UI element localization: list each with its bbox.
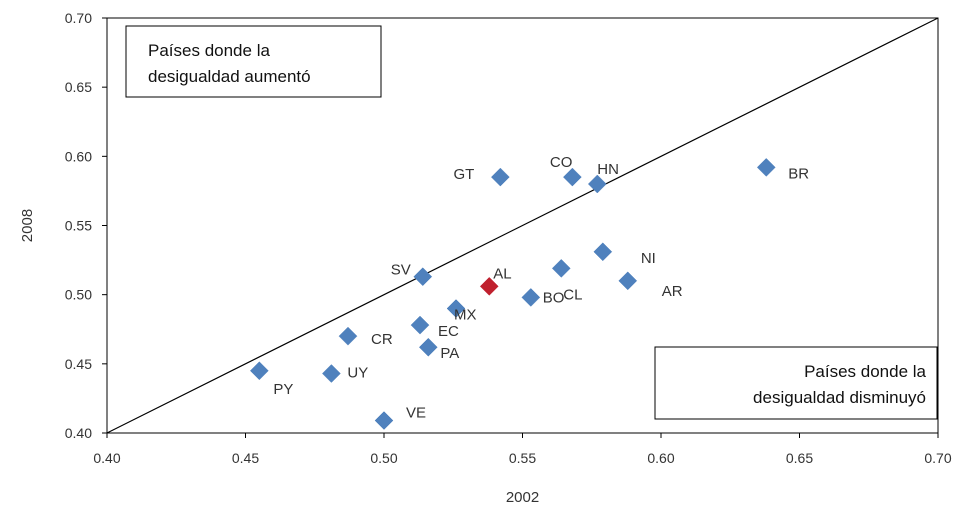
point-label-py: PY [273, 381, 293, 398]
point-label-ar: AR [662, 283, 683, 300]
point-pa [418, 337, 438, 357]
y-tick-label: 0.45 [65, 356, 92, 372]
point-cr [338, 326, 358, 346]
data-points [249, 158, 776, 430]
y-tick-label: 0.60 [65, 148, 92, 164]
annotation-box-decreased: Países donde la desigualdad disminuyó [654, 346, 938, 420]
point-uy [322, 364, 341, 383]
x-axis-title: 2002 [506, 489, 539, 506]
point-label-cr: CR [371, 331, 393, 348]
point-label-ve: VE [406, 405, 426, 422]
x-axis-ticks: 0.40 0.45 0.50 0.55 0.60 0.65 0.70 [93, 433, 952, 466]
point-label-ni: NI [641, 250, 656, 267]
point-label-hn: HN [597, 161, 619, 178]
x-tick-label: 0.40 [93, 450, 120, 466]
y-tick-label: 0.55 [65, 218, 92, 234]
annotation-increased-line-1: Países donde la [148, 41, 270, 60]
point-ni [593, 242, 613, 262]
x-tick-label: 0.50 [370, 450, 397, 466]
point-label-sv: SV [391, 262, 411, 279]
annotation-decreased-line-2: desigualdad disminuyó [753, 388, 926, 407]
point-al [479, 277, 499, 296]
point-label-mx: MX [454, 307, 477, 324]
point-py [249, 361, 269, 381]
annotation-increased-line-2: desigualdad aumentó [148, 67, 311, 86]
x-tick-label: 0.55 [509, 450, 536, 466]
y-tick-label: 0.70 [65, 10, 92, 26]
y-tick-label: 0.65 [65, 79, 92, 95]
point-label-co: CO [550, 154, 573, 171]
point-label-ec: EC [438, 323, 459, 340]
point-co [563, 167, 582, 187]
point-mx [446, 299, 466, 318]
point-ve [374, 411, 394, 430]
y-tick-label: 0.40 [65, 425, 92, 441]
point-cl [551, 259, 571, 278]
point-label-pa: PA [440, 345, 459, 362]
point-gt [490, 167, 510, 187]
point-ec [410, 315, 430, 335]
point-hn [587, 174, 607, 194]
point-bo [521, 288, 541, 307]
point-label-uy: UY [347, 365, 368, 382]
point-label-gt: GT [453, 166, 474, 183]
point-br [756, 158, 776, 177]
point-ar [618, 271, 638, 291]
x-tick-label: 0.60 [647, 450, 674, 466]
point-label-bo: BO [543, 289, 565, 306]
point-label-br: BR [788, 165, 809, 182]
y-axis-title: 2008 [19, 209, 36, 242]
point-label-cl: CL [563, 286, 582, 303]
x-tick-label: 0.45 [232, 450, 259, 466]
point-sv [413, 267, 433, 287]
annotation-decreased-line-1: Países donde la [804, 362, 926, 381]
equality-diagonal-line [106, 17, 939, 434]
point-label-al: AL [493, 265, 511, 282]
x-tick-label: 0.70 [924, 450, 951, 466]
x-tick-label: 0.65 [786, 450, 813, 466]
annotation-box-increased: Países donde la desigualdad aumentó [125, 25, 382, 98]
y-tick-label: 0.50 [65, 287, 92, 303]
y-axis-ticks: 0.40 0.45 0.50 0.55 0.60 0.65 0.70 [65, 10, 107, 441]
